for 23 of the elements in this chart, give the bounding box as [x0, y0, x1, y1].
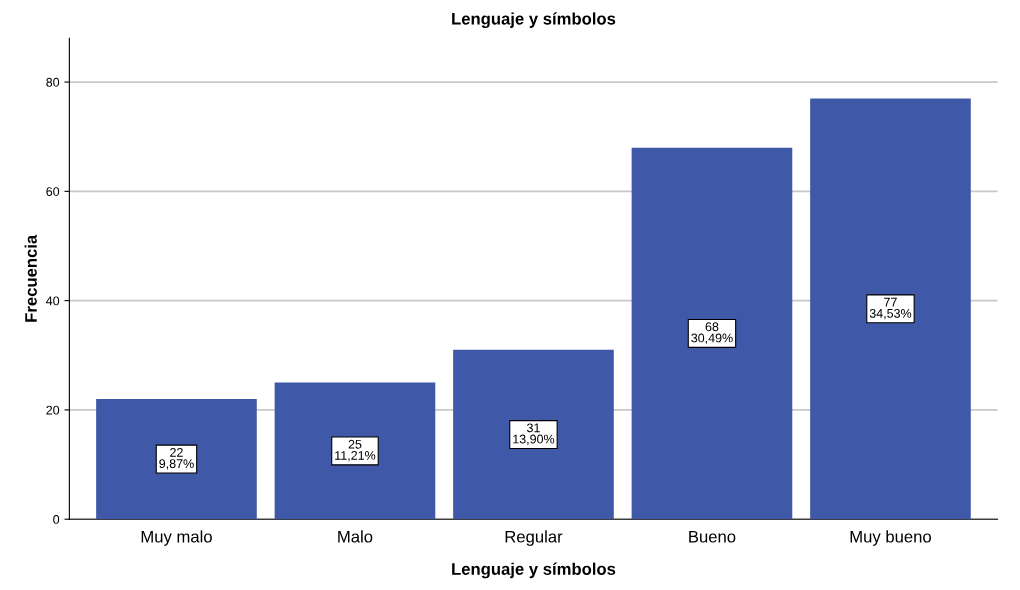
- chart-title: Lenguaje y símbolos: [452, 12, 616, 28]
- x-tick-label: Muy bueno: [850, 530, 931, 546]
- x-tick-label: Regular: [505, 530, 563, 546]
- data-label: 22 9,87%: [159, 448, 194, 470]
- y-tick-label: 60: [46, 187, 60, 196]
- y-tick-label: 40: [46, 296, 60, 306]
- bar: [453, 349, 614, 520]
- bar: [631, 147, 793, 520]
- bar: [96, 398, 257, 520]
- bar: [274, 382, 436, 520]
- x-tick-label: Malo: [338, 530, 373, 543]
- data-label: 31 13,90%: [513, 423, 555, 445]
- data-label: 25 11,21%: [335, 439, 376, 462]
- y-tick-label: 80: [46, 77, 60, 87]
- x-tick-label: Muy malo: [141, 530, 212, 546]
- bar: [810, 98, 971, 520]
- y-tick-label: 0: [53, 515, 60, 524]
- data-label: 77 34,53%: [869, 297, 912, 320]
- x-tick-label: Bueno: [689, 530, 736, 543]
- data-label: 68 30,49%: [691, 322, 733, 344]
- x-axis-title: Lenguaje y símbolos: [452, 562, 616, 579]
- y-axis-title: Frecuencia: [24, 234, 37, 322]
- y-tick-label: 20: [46, 405, 60, 415]
